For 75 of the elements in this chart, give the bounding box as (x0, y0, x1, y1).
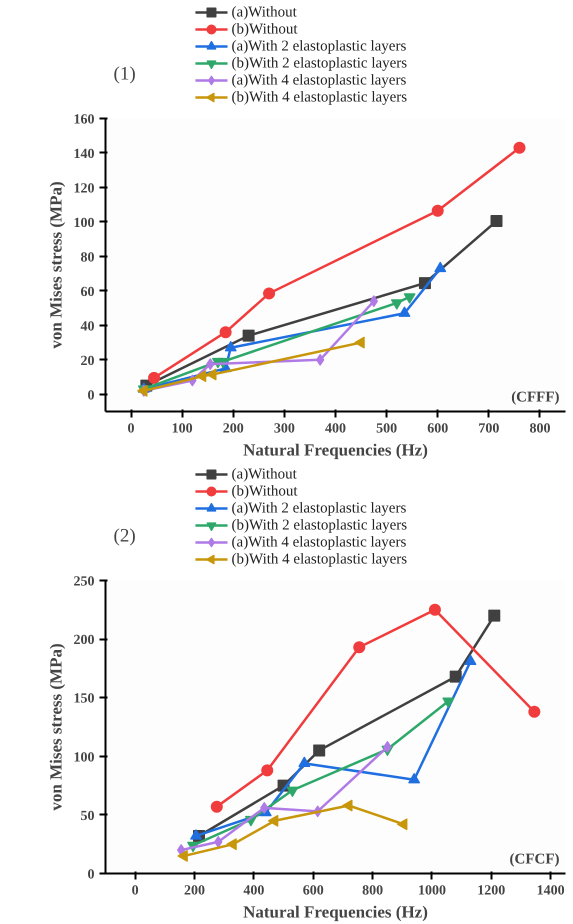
x-tick-label: 1200 (477, 884, 506, 898)
x-tick-label: 0 (128, 422, 135, 436)
point (353, 641, 366, 654)
legend-label: (a)Without (232, 466, 298, 482)
x-tick-label: 800 (362, 884, 384, 898)
point (408, 772, 420, 784)
y-axis-title: von Mises stress (MPa) (46, 181, 66, 349)
y-tick-label: 20 (80, 354, 94, 369)
legend-label: (a)With 2 elastoplastic layers (232, 500, 406, 516)
point (263, 287, 276, 300)
y-tick-label: 60 (80, 284, 94, 300)
text: (2) (114, 526, 136, 546)
point (450, 670, 462, 683)
legend-label: (a)With 4 elastoplastic layers (232, 534, 406, 550)
y-tick-label: 250 (74, 574, 94, 590)
point (242, 330, 255, 342)
point (464, 654, 477, 666)
x-tick-label: 400 (243, 884, 264, 898)
point (428, 604, 441, 616)
legend-label: (a)With 2 elastoplastic layers (232, 38, 406, 54)
y-tick-label: 40 (80, 319, 94, 334)
legend-label: (a)With 4 elastoplastic layers (232, 72, 406, 88)
point (220, 326, 232, 338)
annotation: (CFCF) (510, 852, 560, 868)
point (298, 756, 310, 768)
legend-label: (b)Without (232, 22, 298, 38)
y-tick-label: 50 (80, 808, 94, 824)
x-tick-label: 1000 (418, 884, 446, 898)
legend-label: (b)Without (232, 484, 298, 500)
y-tick-label: 200 (74, 633, 94, 648)
text: (1) (114, 64, 136, 84)
point (490, 215, 502, 228)
point (528, 706, 540, 718)
legend-label: (a)Without (232, 4, 298, 20)
x-tick-label: 100 (172, 422, 193, 436)
y-axis-title: von Mises stress (MPa) (46, 643, 66, 811)
x-tick-label: 400 (325, 422, 346, 436)
y-tick-label: 120 (74, 181, 94, 196)
y-tick-label: 160 (74, 112, 94, 128)
x-tick-label: 500 (376, 422, 398, 436)
x-axis-title: Natural Frequencies (Hz) (243, 902, 428, 922)
x-tick-label: 600 (302, 884, 324, 898)
legend-label: (b)With 4 elastoplastic layers (232, 90, 408, 106)
point (432, 204, 444, 217)
point (342, 800, 353, 812)
x-tick-label: 600 (427, 422, 448, 436)
y-tick-label: 150 (74, 692, 94, 707)
point (390, 299, 403, 310)
x-tick-label: 0 (132, 884, 139, 898)
x-tick-label: 1400 (536, 884, 565, 898)
legend-label: (b)With 4 elastoplastic layers (232, 552, 408, 568)
x-tick-label: 200 (184, 884, 206, 898)
y-tick-label: 0 (88, 868, 94, 882)
y-tick-label: 100 (74, 750, 94, 766)
point (383, 740, 392, 753)
point (404, 293, 416, 304)
x-tick-label: 700 (478, 422, 500, 436)
point (313, 744, 326, 756)
x-tick-label: 800 (529, 422, 550, 436)
point (514, 142, 526, 154)
y-tick-label: 80 (80, 250, 94, 266)
x-tick-label: 200 (222, 422, 244, 436)
x-axis-title: Natural Frequencies (Hz) (243, 440, 428, 460)
point (261, 764, 274, 776)
point (148, 372, 160, 384)
point (190, 829, 202, 840)
legend-label: (b)With 2 elastoplastic layers (232, 518, 408, 534)
legend-label: (b)With 2 elastoplastic layers (232, 56, 408, 72)
y-tick-label: 140 (74, 146, 94, 162)
y-tick-label: 0 (88, 388, 94, 404)
point (210, 800, 223, 813)
y-tick-label: 100 (74, 216, 94, 231)
annotation: (CFFF) (511, 390, 560, 406)
point (488, 610, 500, 622)
x-tick-label: 300 (274, 422, 295, 436)
